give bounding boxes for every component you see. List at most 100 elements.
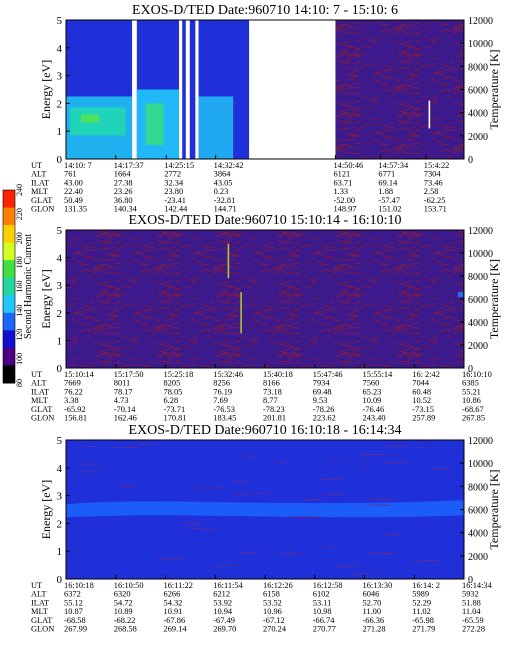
ephemeris-value: 53.52 (263, 598, 282, 607)
ephemeris-value: 3864 (214, 170, 232, 179)
colorbar-tick-label: 240 (15, 184, 24, 196)
y-tick-label: 2 (57, 98, 63, 110)
colorbar-tick-label: 80 (15, 379, 24, 387)
ephemeris-value: 4.73 (114, 396, 129, 405)
spectrum-noise (335, 20, 464, 159)
ephemeris-value: -67.86 (164, 616, 186, 625)
ephemeris-row-label: MLT (31, 396, 48, 405)
ephemeris-value: 7934 (313, 379, 331, 388)
ephemeris-value: 272.28 (462, 625, 485, 634)
colorbar-swatch (3, 260, 15, 278)
ephemeris-value: 16:11:22 (164, 581, 193, 590)
y-right-tick-label: 4000 (468, 318, 488, 329)
chart-title: EXOS-D/TED Date:960710 16:10:18 - 16:14:… (129, 423, 402, 438)
ephemeris-value: 50.49 (64, 196, 83, 205)
y-tick-label: 0 (57, 574, 63, 586)
ephemeris-value: 14:10: 7 (64, 161, 92, 170)
y-tick-label: 0 (57, 363, 63, 375)
y-right-tick-label: 10000 (468, 39, 493, 50)
ephemeris-value: 22.40 (64, 187, 83, 196)
ephemeris-value: 1664 (114, 170, 132, 179)
ephemeris-value: 8166 (263, 379, 280, 388)
ephemeris-value: 27.38 (114, 178, 133, 187)
ephemeris-value: 76.19 (213, 387, 232, 396)
ephemeris-value: -62.25 (424, 196, 446, 205)
panel-2: EXOS-D/TED Date:960710 16:10:18 - 16:14:… (31, 423, 501, 634)
ephemeris-value: 51.88 (462, 598, 481, 607)
y-tick-label: 1 (57, 546, 63, 558)
ephemeris-value: -65.59 (462, 616, 484, 625)
y-tick-label: 5 (57, 435, 63, 447)
ephemeris-value: 267.85 (462, 414, 485, 423)
ephemeris-value: 14:32:42 (214, 161, 244, 170)
y-right-tick-label: 2000 (468, 132, 488, 143)
ephemeris-value: 10.94 (213, 607, 233, 616)
noise-streak (256, 493, 273, 494)
ephemeris-value: 11.02 (412, 607, 431, 616)
y-tick-label: 4 (57, 43, 63, 55)
y-tick-label: 3 (57, 280, 63, 292)
ephemeris-value: 15:25:18 (164, 370, 194, 379)
ephemeris-row-label: GLON (31, 625, 54, 634)
spectrum-hot-spot (458, 292, 463, 297)
ephemeris-value: 10.86 (462, 396, 481, 405)
ephemeris-value: -23.41 (164, 196, 186, 205)
ephemeris-value: 55.12 (64, 598, 83, 607)
ephemeris-value: 69.14 (378, 178, 398, 187)
noise-streak (118, 484, 135, 485)
chart-title: EXOS-D/TED Date:960710 14:10: 7 - 15:10:… (132, 3, 398, 18)
ephemeris-row-label: UT (31, 161, 42, 170)
ephemeris-value: 32.34 (164, 178, 184, 187)
ephemeris-value: 6102 (313, 590, 330, 599)
ephemeris-value: 43.00 (64, 178, 83, 187)
ephemeris-value: 201.81 (263, 414, 286, 423)
ephemeris-value: 14:17:37 (114, 161, 144, 170)
ephemeris-value: 7.69 (213, 396, 228, 405)
ephemeris-value: 10.91 (164, 607, 183, 616)
ephemeris-value: -68.67 (462, 405, 484, 414)
ephemeris-value: 8205 (164, 379, 181, 388)
ephemeris-value: -68.58 (64, 616, 86, 625)
ephemeris-value: 1.88 (378, 187, 393, 196)
y-tick-label: 5 (57, 15, 63, 27)
y-right-tick-label: 4000 (468, 529, 488, 540)
ephemeris-row-label: MLT (31, 607, 48, 616)
ephemeris-value: 170.81 (164, 414, 187, 423)
ephemeris-value: 15:55:14 (363, 370, 394, 379)
ephemeris-value: 23.26 (114, 187, 133, 196)
ephemeris-value: 7044 (412, 379, 430, 388)
ephemeris-value: 6771 (378, 170, 395, 179)
y-axis-label: Energy [eV] (39, 60, 53, 119)
y-tick-label: 4 (57, 253, 63, 265)
ephemeris-value: -65.92 (64, 405, 86, 414)
ephemeris-value: 5932 (462, 590, 479, 599)
ephemeris-value: 131.35 (64, 205, 87, 214)
ephemeris-value: 69.48 (313, 387, 332, 396)
ephemeris-value: 268.58 (114, 625, 137, 634)
ephemeris-value: -66.74 (313, 616, 335, 625)
ephemeris-row-label: UT (31, 370, 42, 379)
ephemeris-value: -78.26 (313, 405, 335, 414)
colorbar-swatch (3, 295, 15, 313)
ephemeris-value: 11.04 (462, 607, 481, 616)
ephemeris-value: -78.23 (263, 405, 285, 414)
ephemeris-value: 53.11 (313, 598, 332, 607)
ephemeris-value: 10.87 (64, 607, 83, 616)
spectrum-block (182, 20, 186, 159)
ephemeris-value: 16:10:10 (462, 370, 492, 379)
ephemeris-value: 16:10:18 (64, 581, 94, 590)
ephemeris-value: 23.80 (164, 187, 183, 196)
y-tick-label: 1 (57, 126, 63, 138)
noise-streak (235, 494, 253, 495)
ephemeris-row-label: ALT (31, 170, 47, 179)
colorbar-swatch (3, 365, 15, 383)
ephemeris-value: 2772 (164, 170, 181, 179)
ephemeris-row-label: GLON (31, 205, 54, 214)
ephemeris-value: 10.96 (263, 607, 282, 616)
ephemeris-value: 6266 (164, 590, 181, 599)
y-tick-label: 2 (57, 518, 63, 530)
ephemeris-row-label: GLAT (31, 196, 52, 205)
y-tick-label: 5 (57, 225, 63, 237)
spectrum-block (190, 20, 196, 159)
